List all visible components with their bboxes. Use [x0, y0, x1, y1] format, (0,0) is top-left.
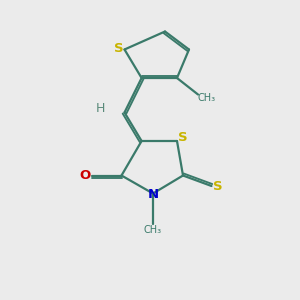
- Text: CH₃: CH₃: [197, 93, 215, 103]
- Text: O: O: [79, 169, 91, 182]
- Text: S: S: [114, 41, 124, 55]
- Text: S: S: [213, 179, 222, 193]
- Text: S: S: [178, 131, 187, 144]
- Text: N: N: [148, 188, 159, 202]
- Text: CH₃: CH₃: [144, 225, 162, 235]
- Text: H: H: [96, 102, 105, 115]
